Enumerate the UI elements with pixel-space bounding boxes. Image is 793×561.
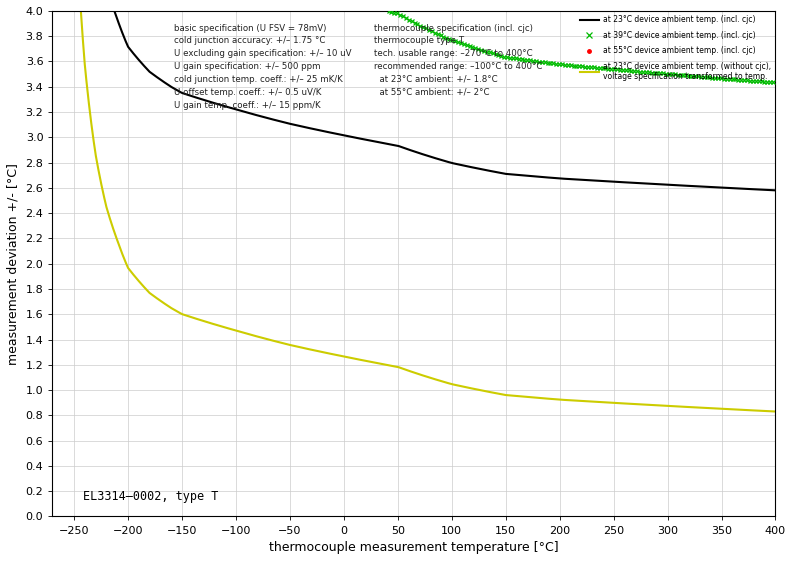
Text: basic specification (U FSV = 78mV)
cold junction accuracy: +/– 1.75 °C
U excludi: basic specification (U FSV = 78mV) cold … <box>174 24 351 110</box>
Text: thermocouple specification (incl. cjc)
thermocouple type T
tech. usable range: –: thermocouple specification (incl. cjc) t… <box>374 24 542 97</box>
Y-axis label: measurement deviation +/- [°C]: measurement deviation +/- [°C] <box>7 163 20 365</box>
Legend: at 23°C device ambient temp. (incl. cjc), at 39°C device ambient temp. (incl. cj: at 23°C device ambient temp. (incl. cjc)… <box>580 15 771 81</box>
X-axis label: thermocouple measurement temperature [°C]: thermocouple measurement temperature [°C… <box>269 541 559 554</box>
Text: EL3314–0002, type T: EL3314–0002, type T <box>82 490 218 503</box>
